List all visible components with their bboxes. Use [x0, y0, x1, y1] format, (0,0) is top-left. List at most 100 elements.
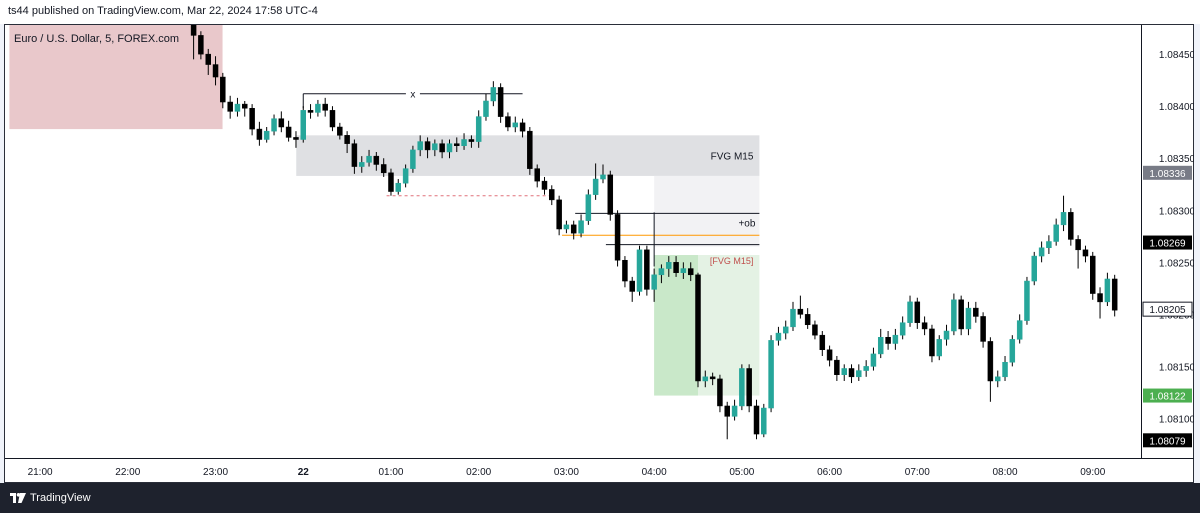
candle[interactable]: [241, 100, 248, 117]
candle[interactable]: [198, 31, 204, 60]
candle[interactable]: [366, 149, 372, 167]
candle[interactable]: [973, 301, 979, 323]
candle[interactable]: [768, 335, 774, 413]
candle[interactable]: [227, 95, 233, 119]
candle[interactable]: [344, 131, 350, 154]
candle[interactable]: [395, 179, 402, 195]
candle[interactable]: [812, 320, 818, 340]
candle[interactable]: [834, 355, 840, 381]
candle[interactable]: [468, 135, 475, 148]
candle[interactable]: [936, 335, 942, 361]
candle[interactable]: [527, 127, 533, 175]
candle[interactable]: [388, 168, 394, 196]
candle[interactable]: [1082, 245, 1089, 263]
candle[interactable]: [505, 112, 511, 132]
candle[interactable]: [863, 360, 869, 377]
candle[interactable]: [1016, 314, 1023, 344]
candle[interactable]: [929, 324, 935, 363]
candle[interactable]: [483, 93, 489, 121]
candle[interactable]: [563, 220, 570, 234]
candle[interactable]: [490, 81, 497, 107]
candles-layer[interactable]: [190, 25, 1118, 440]
candle[interactable]: [797, 295, 804, 319]
candle[interactable]: [1104, 272, 1111, 307]
candle[interactable]: [987, 337, 994, 402]
candle[interactable]: [1024, 276, 1030, 325]
candle[interactable]: [775, 326, 782, 346]
candle[interactable]: [892, 328, 899, 350]
candle[interactable]: [278, 111, 285, 133]
candle[interactable]: [410, 145, 416, 173]
candle[interactable]: [592, 163, 599, 200]
candle[interactable]: [1038, 241, 1045, 263]
candle[interactable]: [907, 295, 913, 327]
candle[interactable]: [263, 127, 270, 143]
candle[interactable]: [658, 264, 665, 284]
tradingview-brand[interactable]: TradingView: [10, 492, 91, 504]
candle[interactable]: [1002, 355, 1008, 381]
candle[interactable]: [614, 210, 621, 267]
candle[interactable]: [761, 403, 767, 438]
candle[interactable]: [1060, 195, 1067, 232]
candle[interactable]: [965, 301, 972, 336]
fvg-m15-light[interactable]: [654, 175, 760, 247]
candle[interactable]: [753, 399, 760, 440]
candle[interactable]: [980, 312, 986, 348]
candle[interactable]: [475, 110, 482, 148]
candle[interactable]: [746, 364, 752, 413]
candle[interactable]: [322, 97, 328, 117]
candle[interactable]: [497, 83, 504, 123]
candle[interactable]: [958, 295, 964, 336]
candle[interactable]: [841, 364, 847, 381]
candle[interactable]: [271, 114, 277, 136]
price-chart[interactable]: FVG M15 [FVG M15] x +ob 1.08450 1.08400 1.08…: [5, 25, 1194, 482]
candle[interactable]: [943, 324, 950, 346]
candle[interactable]: [578, 214, 584, 238]
candle[interactable]: [337, 122, 343, 140]
candle[interactable]: [702, 370, 709, 388]
candle[interactable]: [570, 220, 577, 240]
candle[interactable]: [234, 97, 241, 117]
candle[interactable]: [856, 364, 862, 381]
candle[interactable]: [600, 164, 606, 184]
candle[interactable]: [512, 116, 519, 133]
candle[interactable]: [1009, 335, 1016, 367]
candle[interactable]: [556, 195, 562, 236]
candle[interactable]: [636, 245, 643, 296]
candle[interactable]: [190, 25, 197, 60]
candle[interactable]: [885, 331, 891, 350]
candle[interactable]: [454, 137, 460, 152]
candle[interactable]: [994, 370, 1001, 388]
candle[interactable]: [402, 164, 409, 188]
candle[interactable]: [359, 156, 365, 173]
candle[interactable]: [424, 137, 431, 159]
candle[interactable]: [220, 72, 226, 109]
candle[interactable]: [1090, 251, 1096, 300]
candle[interactable]: [951, 293, 957, 336]
candle[interactable]: [644, 245, 650, 296]
candle[interactable]: [848, 364, 855, 384]
candle[interactable]: [666, 256, 672, 277]
candle[interactable]: [622, 256, 628, 288]
candle[interactable]: [921, 316, 928, 336]
candle[interactable]: [212, 56, 219, 86]
candle[interactable]: [804, 308, 811, 329]
candle[interactable]: [293, 131, 299, 148]
candle[interactable]: [739, 364, 745, 411]
candle[interactable]: [680, 262, 687, 279]
candle[interactable]: [724, 401, 730, 440]
candle[interactable]: [1031, 251, 1037, 286]
candle[interactable]: [315, 99, 321, 117]
candle[interactable]: [877, 328, 884, 359]
candle[interactable]: [673, 256, 679, 277]
candle[interactable]: [1097, 287, 1103, 319]
candle[interactable]: [329, 106, 336, 132]
supply-zone[interactable]: [9, 25, 223, 130]
candle[interactable]: [870, 347, 877, 371]
candle[interactable]: [519, 118, 526, 138]
candle[interactable]: [1111, 274, 1118, 317]
candle[interactable]: [285, 120, 292, 142]
candle[interactable]: [914, 297, 921, 329]
candle[interactable]: [446, 139, 453, 159]
candle[interactable]: [205, 48, 212, 75]
